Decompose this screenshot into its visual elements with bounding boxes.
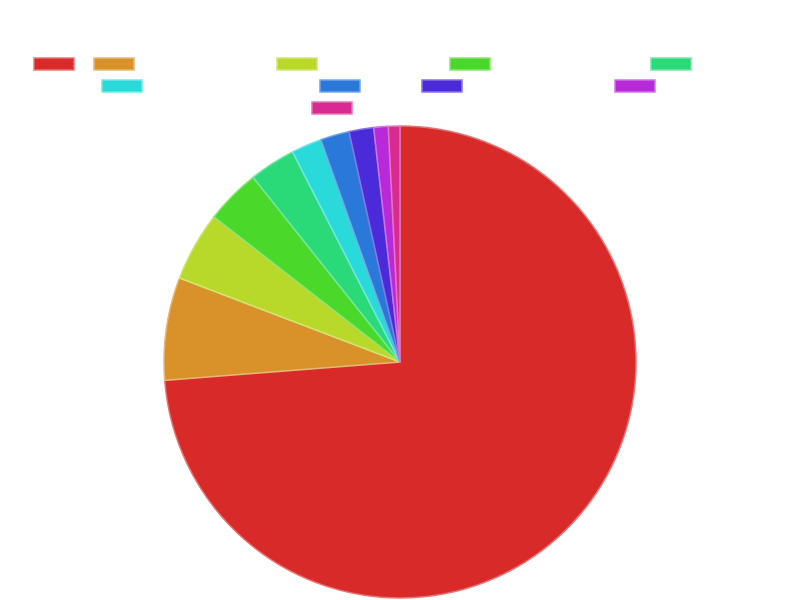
legend-swatch-10[interactable] (311, 101, 353, 115)
legend-swatch-5[interactable] (650, 57, 692, 71)
pie-slice-10 (387, 125, 401, 363)
chart-legend (33, 57, 692, 115)
pie-slice-2 (163, 277, 401, 382)
legend-swatch-1[interactable] (33, 57, 75, 71)
legend-swatch-3[interactable] (276, 57, 318, 71)
legend-swatch-6[interactable] (101, 79, 143, 93)
pie-slices (163, 125, 637, 599)
legend-swatch-7[interactable] (319, 79, 361, 93)
legend-swatch-4[interactable] (449, 57, 491, 71)
legend-swatch-8[interactable] (421, 79, 463, 93)
legend-swatch-9[interactable] (614, 79, 656, 93)
legend-swatch-2[interactable] (93, 57, 135, 71)
